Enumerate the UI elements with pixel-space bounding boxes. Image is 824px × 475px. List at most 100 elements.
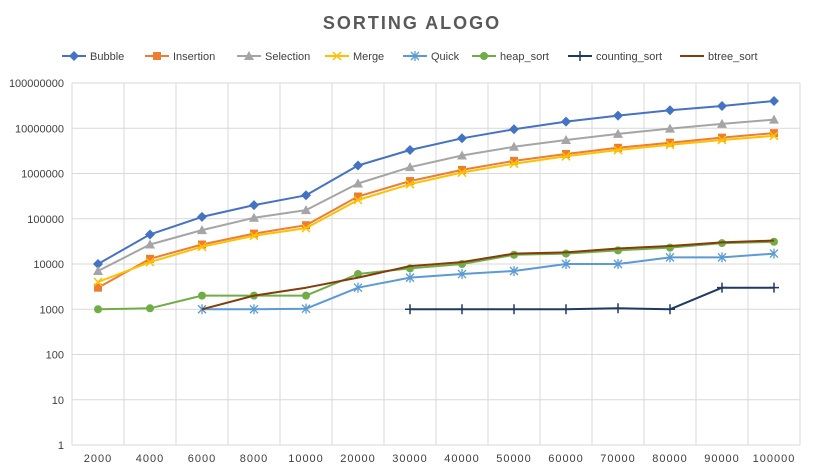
data-point-bubble <box>769 96 779 107</box>
data-point-merge <box>717 135 727 145</box>
series-insertion <box>94 129 778 292</box>
legend-item-bubble: Bubble <box>62 51 124 63</box>
data-point-insertion <box>354 192 362 201</box>
data-point-selection <box>249 212 259 222</box>
legend: Bubble Insertion Selection Merge Quick heap_s… <box>62 51 758 63</box>
gridlines <box>71 82 801 446</box>
data-point-selection <box>769 114 779 124</box>
data-point-heap-sort <box>302 291 310 300</box>
data-point-merge <box>405 179 415 189</box>
x-tick-label: 20000 <box>340 453 376 465</box>
legend-item-heap-sort: heap_sort <box>472 51 549 63</box>
data-point-bubble <box>457 133 467 144</box>
x-tick-label: 50000 <box>496 453 532 465</box>
data-point-counting-sort <box>769 282 779 293</box>
data-point-bubble <box>509 124 519 135</box>
data-point-merge <box>509 159 519 169</box>
data-point-counting-sort <box>457 304 467 315</box>
series-line-counting-sort <box>410 286 774 311</box>
data-point-selection <box>145 239 155 249</box>
series-line-insertion <box>97 132 775 289</box>
data-point-heap-sort <box>770 237 778 246</box>
data-point-heap-sort <box>94 305 102 314</box>
x-tick-label: 40000 <box>444 453 480 465</box>
y-tick-label: 100000000 <box>9 78 64 90</box>
data-point-heap-sort <box>562 249 570 258</box>
series-selection <box>93 114 779 276</box>
data-point-merge <box>665 140 675 150</box>
data-point-insertion <box>406 177 414 186</box>
data-point-selection <box>353 178 363 188</box>
x-tick-label: 6000 <box>188 453 216 465</box>
data-point-insertion <box>562 149 570 158</box>
data-point-merge <box>769 131 779 141</box>
data-point-insertion <box>302 221 310 230</box>
series-line-selection <box>97 118 775 272</box>
data-point-selection <box>301 205 311 215</box>
y-tick-label: 10000000 <box>15 123 64 135</box>
data-point-quick <box>613 259 623 269</box>
data-point-bubble <box>405 145 415 156</box>
data-point-counting-sort <box>717 282 727 293</box>
data-point-merge <box>197 242 207 252</box>
chart-title: SORTING ALOGO <box>323 13 501 33</box>
data-point-merge <box>457 168 467 178</box>
data-point-quick <box>405 272 415 283</box>
series-bubble <box>93 96 779 269</box>
y-tick-label: 10 <box>52 395 64 407</box>
data-point-insertion <box>666 138 674 147</box>
data-point-insertion <box>146 254 154 263</box>
y-axis-ticks: 1 10 100 1000 10000 100000 1000000 10000000 1000… <box>9 78 64 452</box>
series-btree-sort <box>201 239 775 311</box>
legend-label: Bubble <box>90 51 124 63</box>
series-counting-sort <box>405 282 779 315</box>
data-point-quick <box>665 252 675 263</box>
data-point-quick <box>249 304 259 315</box>
data-point-insertion <box>250 229 258 238</box>
data-point-merge <box>301 223 311 233</box>
legend-marker <box>575 51 585 61</box>
legend-item-counting-sort: counting_sort <box>568 51 662 63</box>
data-point-quick <box>301 303 311 314</box>
data-point-quick <box>561 259 571 269</box>
data-point-quick <box>717 252 727 263</box>
legend-label: Insertion <box>173 51 215 63</box>
data-point-bubble <box>197 211 207 222</box>
data-point-bubble <box>613 110 623 121</box>
data-point-selection <box>457 150 467 160</box>
data-point-selection <box>405 162 415 172</box>
data-point-insertion <box>458 165 466 174</box>
x-tick-label: 10000 <box>288 453 324 465</box>
legend-marker <box>69 51 79 61</box>
data-point-bubble <box>561 116 571 127</box>
data-point-insertion <box>770 129 778 138</box>
legend-label: btree_sort <box>708 51 758 63</box>
data-point-merge <box>613 145 623 155</box>
y-tick-label: 1000 <box>40 304 64 316</box>
legend-item-quick: Quick <box>403 51 460 63</box>
legend-label: Quick <box>431 51 460 63</box>
data-point-heap-sort <box>354 270 362 279</box>
data-point-selection <box>509 141 519 151</box>
y-tick-label: 1000000 <box>21 169 64 181</box>
x-tick-label: 8000 <box>240 453 268 465</box>
series-line-merge <box>97 134 775 283</box>
legend-item-selection: Selection <box>237 51 310 63</box>
data-point-insertion <box>198 240 206 249</box>
y-tick-label: 10000 <box>33 259 64 271</box>
data-point-merge <box>561 151 571 161</box>
data-point-bubble <box>665 105 675 116</box>
series-group <box>93 96 779 315</box>
data-point-selection <box>613 128 623 138</box>
legend-marker <box>480 52 488 60</box>
legend-item-btree-sort: btree_sort <box>680 51 758 63</box>
series-quick <box>197 248 779 315</box>
data-point-counting-sort <box>561 304 571 315</box>
data-point-heap-sort <box>146 304 154 313</box>
data-point-quick <box>457 269 467 280</box>
series-merge <box>93 131 779 287</box>
x-tick-label: 60000 <box>548 453 584 465</box>
legend-marker <box>244 51 254 60</box>
data-point-bubble <box>717 101 727 112</box>
series-line-quick <box>202 252 775 311</box>
